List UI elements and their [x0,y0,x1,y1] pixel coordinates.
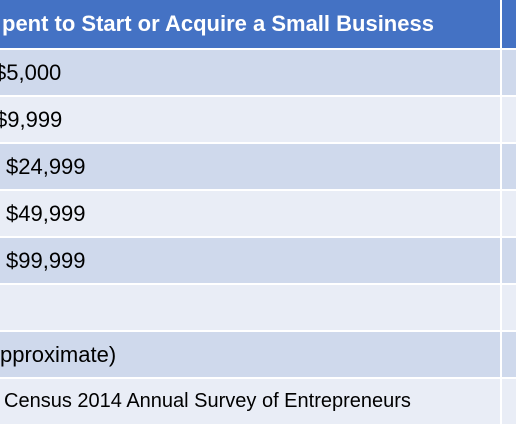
table-row: $49,999 [0,191,516,238]
row-label: $49,999 [6,200,86,226]
row-label: $9,999 [0,106,63,132]
table-cell: $9,999 [0,97,500,142]
table-side-cell [500,97,516,142]
table-side-cell [500,379,516,424]
table-side-cell [500,50,516,95]
header-side-cell [500,0,516,48]
page-bottom-margin [0,425,516,431]
table-cell: Census 2014 Annual Survey of Entrepreneu… [0,379,500,424]
table-cell: $99,999 [0,238,500,283]
header-title: pent to Start or Acquire a Small Busines… [2,11,434,36]
table-cell [0,285,500,330]
table-side-cell [500,332,516,377]
table-row-source: Census 2014 Annual Survey of Entrepreneu… [0,379,516,426]
row-label: $24,999 [6,153,86,179]
row-label: $99,999 [6,247,86,273]
table-row: $9,999 [0,97,516,144]
row-label: $5,000 [0,59,62,85]
table-cell: $49,999 [0,191,500,236]
table-side-cell [500,191,516,236]
table-cell: pproximate) [0,332,500,377]
table-side-cell [500,238,516,283]
table-cell: $24,999 [0,144,500,189]
table-side-cell [500,285,516,330]
table-row: $24,999 [0,144,516,191]
table-row [0,285,516,332]
table-header-row: pent to Start or Acquire a Small Busines… [0,0,516,50]
row-label: pproximate) [0,341,117,367]
table-row: $5,000 [0,50,516,97]
table-row: pproximate) [0,332,516,379]
table-side-cell [500,144,516,189]
header-cell: pent to Start or Acquire a Small Busines… [0,0,500,48]
source-note: Census 2014 Annual Survey of Entrepreneu… [4,390,411,412]
table-row: $99,999 [0,238,516,285]
table-cell: $5,000 [0,50,500,95]
